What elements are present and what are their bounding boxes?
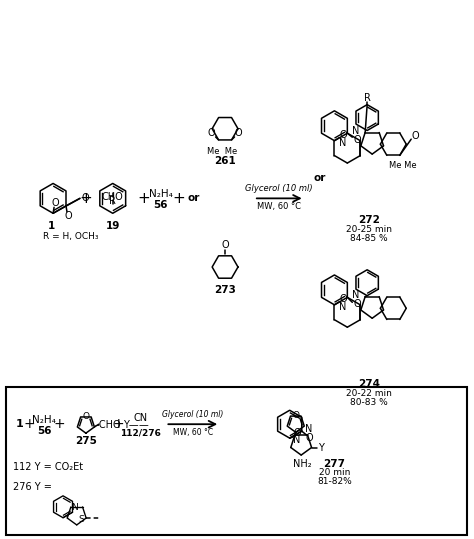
Text: Me Me: Me Me bbox=[389, 161, 416, 170]
Text: O: O bbox=[81, 194, 89, 203]
Text: Glycerol (10 ml): Glycerol (10 ml) bbox=[162, 410, 223, 419]
Text: CHO: CHO bbox=[102, 192, 124, 202]
Text: 19: 19 bbox=[106, 221, 120, 231]
Text: O: O bbox=[354, 299, 361, 309]
Text: 81-82%: 81-82% bbox=[317, 478, 352, 486]
Text: MW, 60 °C: MW, 60 °C bbox=[257, 202, 301, 211]
Text: 273: 273 bbox=[214, 285, 236, 295]
Text: 20 min: 20 min bbox=[319, 468, 350, 478]
Text: 80-83 %: 80-83 % bbox=[350, 398, 388, 407]
Text: 20-25 min: 20-25 min bbox=[346, 225, 392, 234]
Text: +: + bbox=[113, 417, 125, 431]
Text: N₂H₄: N₂H₄ bbox=[32, 415, 56, 425]
Text: 20-22 min: 20-22 min bbox=[346, 389, 392, 398]
Text: 261: 261 bbox=[214, 156, 236, 165]
Text: N: N bbox=[293, 435, 301, 445]
Text: O: O bbox=[221, 240, 229, 250]
Text: +: + bbox=[53, 417, 65, 431]
Text: Y—: Y— bbox=[123, 420, 138, 430]
Text: O: O bbox=[208, 128, 216, 138]
Text: 277: 277 bbox=[323, 459, 346, 469]
Text: O: O bbox=[51, 198, 59, 209]
Text: R = H, OCH₃: R = H, OCH₃ bbox=[43, 232, 99, 241]
Text: O: O bbox=[82, 412, 90, 421]
Text: O: O bbox=[306, 433, 313, 443]
Text: Me  Me: Me Me bbox=[207, 147, 237, 156]
Text: —: — bbox=[139, 420, 148, 430]
Text: +: + bbox=[23, 417, 35, 431]
Text: N: N bbox=[339, 302, 346, 312]
Bar bbox=[6, 388, 466, 535]
Text: O: O bbox=[64, 211, 72, 221]
Text: +: + bbox=[80, 191, 92, 206]
Text: NH₂: NH₂ bbox=[293, 459, 311, 469]
Text: O: O bbox=[354, 135, 361, 145]
Text: O: O bbox=[235, 128, 242, 138]
Text: S: S bbox=[79, 515, 84, 524]
Text: 1: 1 bbox=[47, 221, 55, 231]
Text: CN: CN bbox=[134, 413, 147, 423]
Text: N: N bbox=[352, 291, 359, 300]
Text: N: N bbox=[305, 424, 312, 434]
Text: 112/276: 112/276 bbox=[120, 429, 161, 438]
Text: O: O bbox=[411, 131, 419, 141]
Text: –CHO: –CHO bbox=[94, 420, 121, 430]
Text: R: R bbox=[109, 196, 116, 206]
Text: 84-85 %: 84-85 % bbox=[350, 234, 388, 243]
Text: N₂H₄: N₂H₄ bbox=[148, 189, 173, 199]
Text: +: + bbox=[137, 191, 150, 206]
Text: 1: 1 bbox=[16, 419, 23, 429]
Text: +: + bbox=[172, 191, 185, 206]
Text: 274: 274 bbox=[358, 379, 380, 389]
Text: Glycerol (10 ml): Glycerol (10 ml) bbox=[246, 184, 313, 193]
Text: O: O bbox=[339, 130, 347, 140]
Text: 56: 56 bbox=[153, 201, 168, 210]
Text: MW, 60 °C: MW, 60 °C bbox=[173, 427, 213, 437]
Text: 275: 275 bbox=[75, 436, 97, 446]
Text: or: or bbox=[187, 194, 200, 203]
Text: O: O bbox=[294, 428, 301, 438]
Text: N: N bbox=[339, 137, 346, 148]
Text: Y: Y bbox=[318, 443, 323, 453]
Text: 272: 272 bbox=[358, 215, 380, 225]
Text: R: R bbox=[364, 93, 371, 103]
Text: N: N bbox=[352, 126, 359, 136]
Text: or: or bbox=[313, 174, 326, 183]
Text: O: O bbox=[339, 294, 347, 304]
Text: O: O bbox=[292, 411, 299, 420]
Text: 112 Y = CO₂Et: 112 Y = CO₂Et bbox=[13, 462, 83, 472]
Text: N: N bbox=[72, 502, 78, 512]
Text: 56: 56 bbox=[37, 426, 51, 436]
Text: 276 Y =: 276 Y = bbox=[13, 482, 52, 492]
